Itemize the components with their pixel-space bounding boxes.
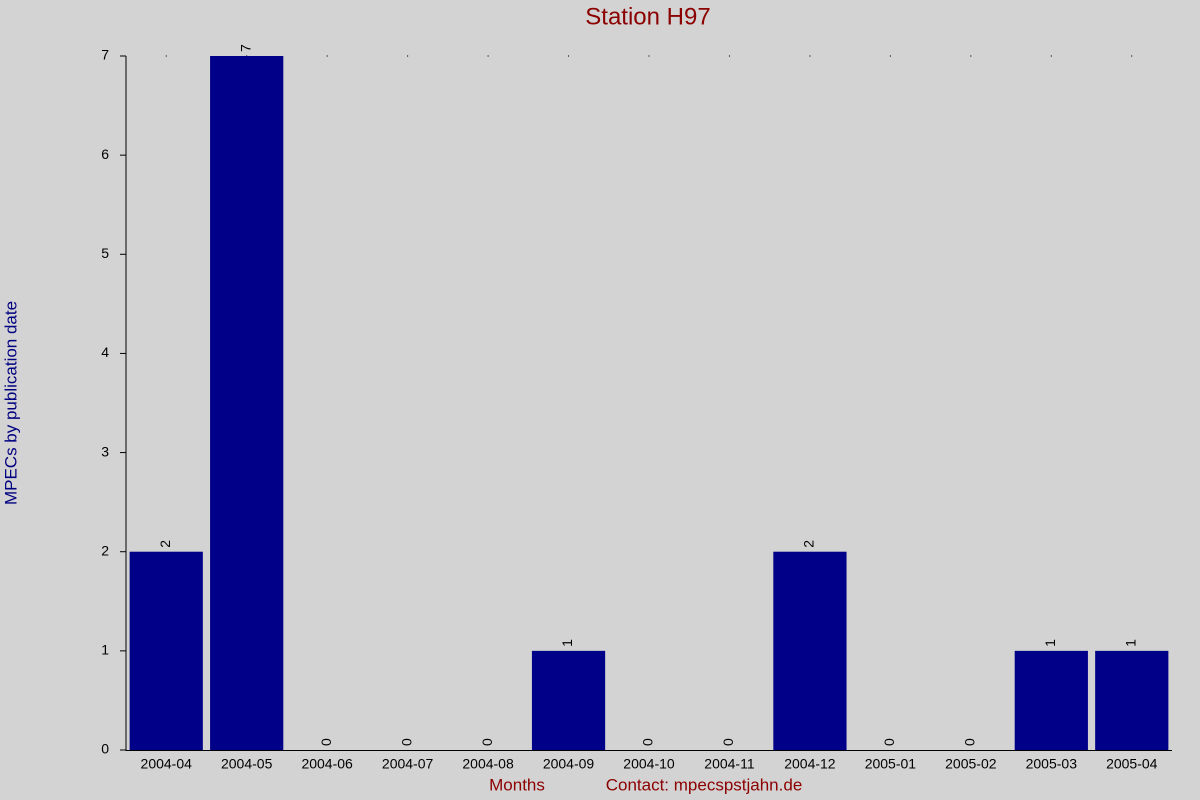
x-tick-label: 2005-04 <box>1106 756 1158 772</box>
bar <box>210 56 284 750</box>
top-dot <box>728 55 731 57</box>
top-dot <box>567 55 570 57</box>
x-tick-label: 2004-07 <box>382 756 434 772</box>
value-label: 0 <box>398 738 414 746</box>
bar <box>1095 650 1169 750</box>
chart-title: Station H97 <box>585 3 710 30</box>
bar <box>773 551 847 750</box>
y-tick-label: 5 <box>101 245 109 261</box>
y-tick-label: 2 <box>101 542 109 558</box>
y-axis-label: MPECs by publication date <box>1 301 20 505</box>
y-tick-label: 4 <box>101 344 109 360</box>
top-dot <box>326 55 328 57</box>
x-axis-label: Months <box>489 775 545 794</box>
value-label: 1 <box>1042 639 1058 647</box>
bar <box>1014 650 1088 750</box>
x-tick-label: 2005-03 <box>1026 756 1078 772</box>
value-label: 1 <box>1122 639 1138 647</box>
top-dot <box>165 55 167 57</box>
value-label: 0 <box>318 738 334 746</box>
value-label: 0 <box>640 738 656 746</box>
value-label: 0 <box>479 738 495 746</box>
x-tick-label: 2005-01 <box>865 756 917 772</box>
top-dot <box>407 55 409 57</box>
x-tick-label: 2004-10 <box>623 756 675 772</box>
x-tick-label: 2004-04 <box>141 756 193 772</box>
footer: Contact: mpecspstjahn.de <box>606 775 803 794</box>
value-label: 2 <box>801 540 817 548</box>
x-tick-label: 2004-09 <box>543 756 595 772</box>
value-label: 0 <box>881 738 897 746</box>
value-label: 2 <box>157 540 173 548</box>
top-dot <box>970 55 972 57</box>
x-tick-label: 2004-11 <box>704 756 755 772</box>
value-label: 1 <box>559 639 575 647</box>
x-tick-label: 2004-06 <box>301 756 353 772</box>
value-label: 0 <box>962 738 978 746</box>
value-label: 7 <box>237 44 253 52</box>
y-tick-label: 0 <box>101 741 109 757</box>
x-tick-label: 2004-12 <box>784 756 836 772</box>
y-tick-label: 6 <box>101 146 109 162</box>
top-dot <box>1050 55 1052 57</box>
top-dot <box>809 55 811 57</box>
x-tick-label: 2005-02 <box>945 756 997 772</box>
top-dot <box>487 55 489 57</box>
value-label: 0 <box>720 738 736 746</box>
y-tick-label: 1 <box>101 642 109 658</box>
y-tick-label: 3 <box>101 443 109 459</box>
bar <box>531 650 606 750</box>
x-tick-label: 2004-08 <box>462 756 514 772</box>
x-tick-label: 2004-05 <box>221 756 273 772</box>
top-dot <box>889 55 891 57</box>
y-tick-label: 7 <box>101 47 109 63</box>
bar <box>129 551 203 750</box>
top-dot <box>648 55 650 57</box>
top-dot <box>1131 55 1133 57</box>
